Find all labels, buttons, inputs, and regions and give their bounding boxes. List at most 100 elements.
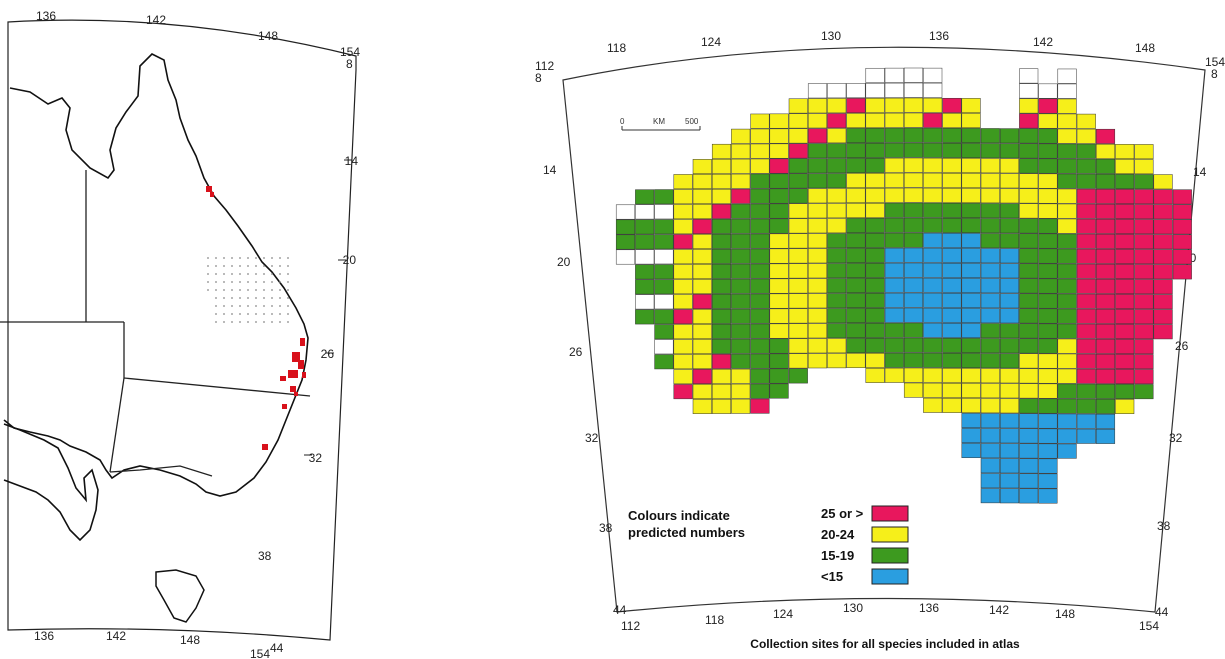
grid-cell bbox=[673, 204, 693, 220]
left-bottom-tick: 142 bbox=[106, 629, 126, 643]
grid-cell bbox=[980, 308, 1000, 324]
grid-cell bbox=[807, 113, 828, 129]
stipple-dot bbox=[279, 321, 281, 323]
stipple-dot bbox=[207, 281, 209, 283]
grid-cell bbox=[999, 383, 1020, 399]
grid-cell bbox=[1115, 159, 1135, 174]
grid-cell bbox=[999, 368, 1020, 384]
stipple-dot bbox=[215, 257, 217, 259]
grid-cell bbox=[1172, 219, 1192, 235]
grid-cell bbox=[1057, 398, 1077, 414]
grid-cell bbox=[1153, 249, 1173, 265]
grid-cell bbox=[1019, 488, 1039, 504]
grid-cell bbox=[999, 188, 1020, 204]
grid-cell bbox=[1095, 233, 1116, 249]
grid-cell bbox=[615, 249, 636, 265]
grid-cell bbox=[980, 488, 1000, 504]
grid-cell bbox=[1095, 413, 1116, 429]
right-map-frame bbox=[562, 46, 1206, 613]
grid-cell bbox=[654, 264, 674, 280]
grid-cell bbox=[865, 82, 885, 98]
left-top-tick: 154 bbox=[340, 45, 360, 59]
grid-cell bbox=[615, 234, 636, 250]
grid-cell bbox=[1115, 384, 1135, 399]
grid-cell bbox=[827, 158, 847, 174]
grid-cell bbox=[1019, 68, 1039, 84]
grid-cell bbox=[1076, 203, 1096, 219]
grid-cell bbox=[750, 218, 770, 234]
grid-cell bbox=[865, 157, 885, 173]
grid-cell bbox=[673, 189, 693, 205]
grid-cell bbox=[807, 248, 828, 264]
grid-cell bbox=[865, 307, 885, 323]
grid-cell bbox=[903, 247, 924, 263]
right-bottom-tick: 148 bbox=[1055, 607, 1075, 621]
grid-cell bbox=[1095, 188, 1116, 204]
left-right-tick: 32 bbox=[309, 451, 323, 465]
grid-cell bbox=[1153, 174, 1173, 190]
stipple-dot bbox=[255, 273, 257, 275]
grid-cell bbox=[961, 233, 981, 249]
grid-cell bbox=[769, 323, 789, 339]
grid-cell bbox=[827, 98, 847, 114]
stipple-dot bbox=[263, 289, 265, 291]
grid-cell bbox=[769, 128, 789, 144]
grid-cell bbox=[1019, 458, 1039, 474]
grid-cell bbox=[827, 188, 847, 204]
grid-cell bbox=[1019, 158, 1039, 174]
grid-cell bbox=[961, 383, 981, 399]
grid-cell bbox=[1038, 428, 1058, 444]
grid-cell bbox=[1095, 293, 1116, 309]
stipple-dot bbox=[223, 265, 225, 267]
grid-cell bbox=[692, 219, 712, 234]
grid-cell bbox=[692, 324, 712, 339]
right-left-tick: 20 bbox=[557, 255, 571, 269]
right-left-tick: 44 bbox=[613, 603, 627, 617]
right-bottom-tick: 118 bbox=[705, 613, 724, 627]
grid-cell bbox=[731, 263, 751, 279]
grid-cell bbox=[769, 308, 789, 324]
grid-cell bbox=[961, 398, 981, 414]
grid-cell bbox=[673, 354, 693, 370]
grid-cell bbox=[923, 262, 943, 278]
grid-cell bbox=[1095, 248, 1116, 264]
stipple-dot bbox=[255, 289, 257, 291]
grid-cell bbox=[769, 248, 789, 264]
grid-cell bbox=[1038, 458, 1058, 474]
stipple-dot bbox=[287, 297, 289, 299]
grid-cell bbox=[980, 473, 1000, 489]
grid-cell bbox=[846, 218, 866, 234]
grid-cell bbox=[846, 83, 866, 99]
grid-cell bbox=[999, 203, 1020, 219]
stipple-dot bbox=[247, 257, 249, 259]
grid-cell bbox=[788, 293, 808, 309]
grid-cell bbox=[999, 218, 1020, 234]
grid-cell bbox=[1076, 293, 1096, 309]
grid-cell bbox=[903, 112, 924, 128]
grid-cell bbox=[711, 203, 732, 219]
grid-cell bbox=[1115, 399, 1135, 414]
right-right-tick: 26 bbox=[1175, 339, 1189, 353]
stipple-dot bbox=[231, 289, 233, 291]
grid-cell bbox=[980, 128, 1000, 144]
grid-cell bbox=[923, 352, 943, 368]
grid-cell bbox=[942, 277, 962, 293]
grid-cell bbox=[1076, 323, 1096, 339]
grid-cell bbox=[807, 338, 828, 354]
stipple-dot bbox=[287, 265, 289, 267]
right-top-tick: 124 bbox=[701, 35, 721, 49]
grid-cell bbox=[788, 308, 808, 324]
grid-cell bbox=[846, 188, 866, 204]
grid-cell bbox=[903, 157, 924, 173]
grid-cell bbox=[1057, 278, 1077, 294]
stipple-dot bbox=[231, 321, 233, 323]
grid-cell bbox=[1076, 188, 1096, 204]
grid-cell bbox=[1134, 159, 1154, 175]
grid-cell bbox=[942, 397, 962, 413]
grid-cell bbox=[865, 67, 885, 83]
grid-cell bbox=[980, 293, 1000, 309]
grid-cell bbox=[1134, 144, 1154, 160]
grid-cell bbox=[1115, 309, 1135, 324]
grid-cell bbox=[1038, 158, 1058, 174]
grid-cell bbox=[903, 172, 924, 188]
